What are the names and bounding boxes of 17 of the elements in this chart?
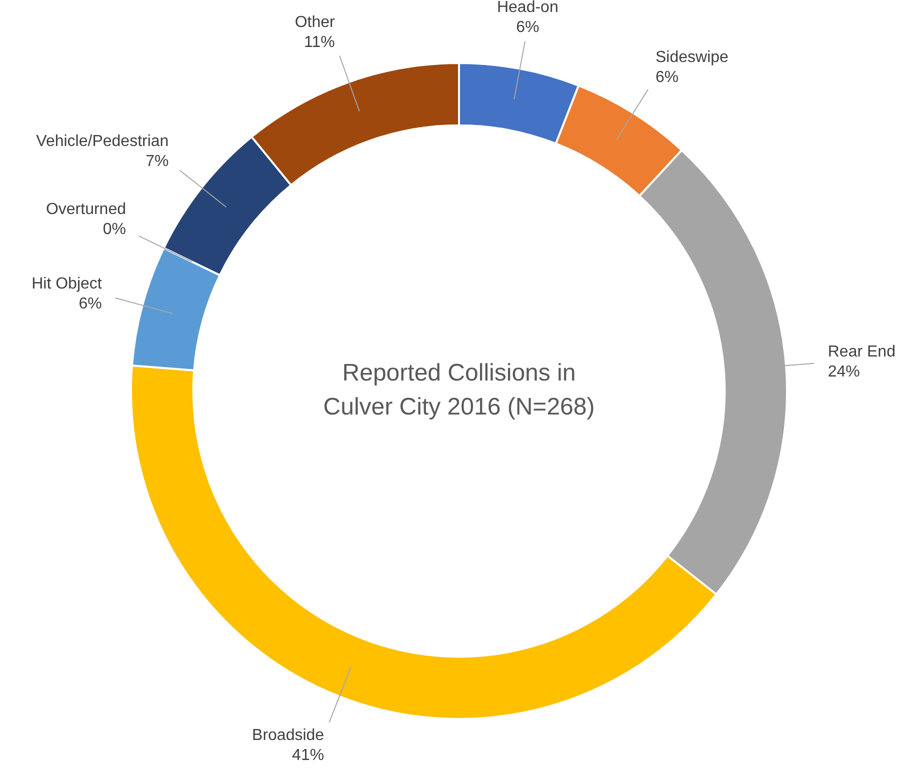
text: Reported Collisions in Culver City 2016 (N=268) — [323, 360, 595, 421]
slice-label: Broadside — [252, 726, 324, 744]
slice-label: Vehicle/Pedestrian — [36, 133, 169, 150]
slice-label: Sideswipe — [656, 48, 729, 66]
data-label: 41% — [292, 746, 324, 764]
data-label: 7% — [146, 153, 169, 170]
data-label: 6% — [656, 68, 679, 86]
category-label: Overturned — [46, 201, 126, 218]
slice-label: Hit Object — [32, 276, 102, 293]
slice-label: Head-on — [496, 0, 558, 16]
data-label: 6% — [516, 18, 540, 36]
text: 0% — [102, 221, 126, 238]
data-label: 24% — [828, 364, 860, 381]
data-label: 6% — [78, 296, 102, 313]
data-label: 11% — [304, 34, 335, 51]
slice-label: Other — [294, 14, 336, 31]
slice-label: Rear End — [828, 344, 896, 361]
